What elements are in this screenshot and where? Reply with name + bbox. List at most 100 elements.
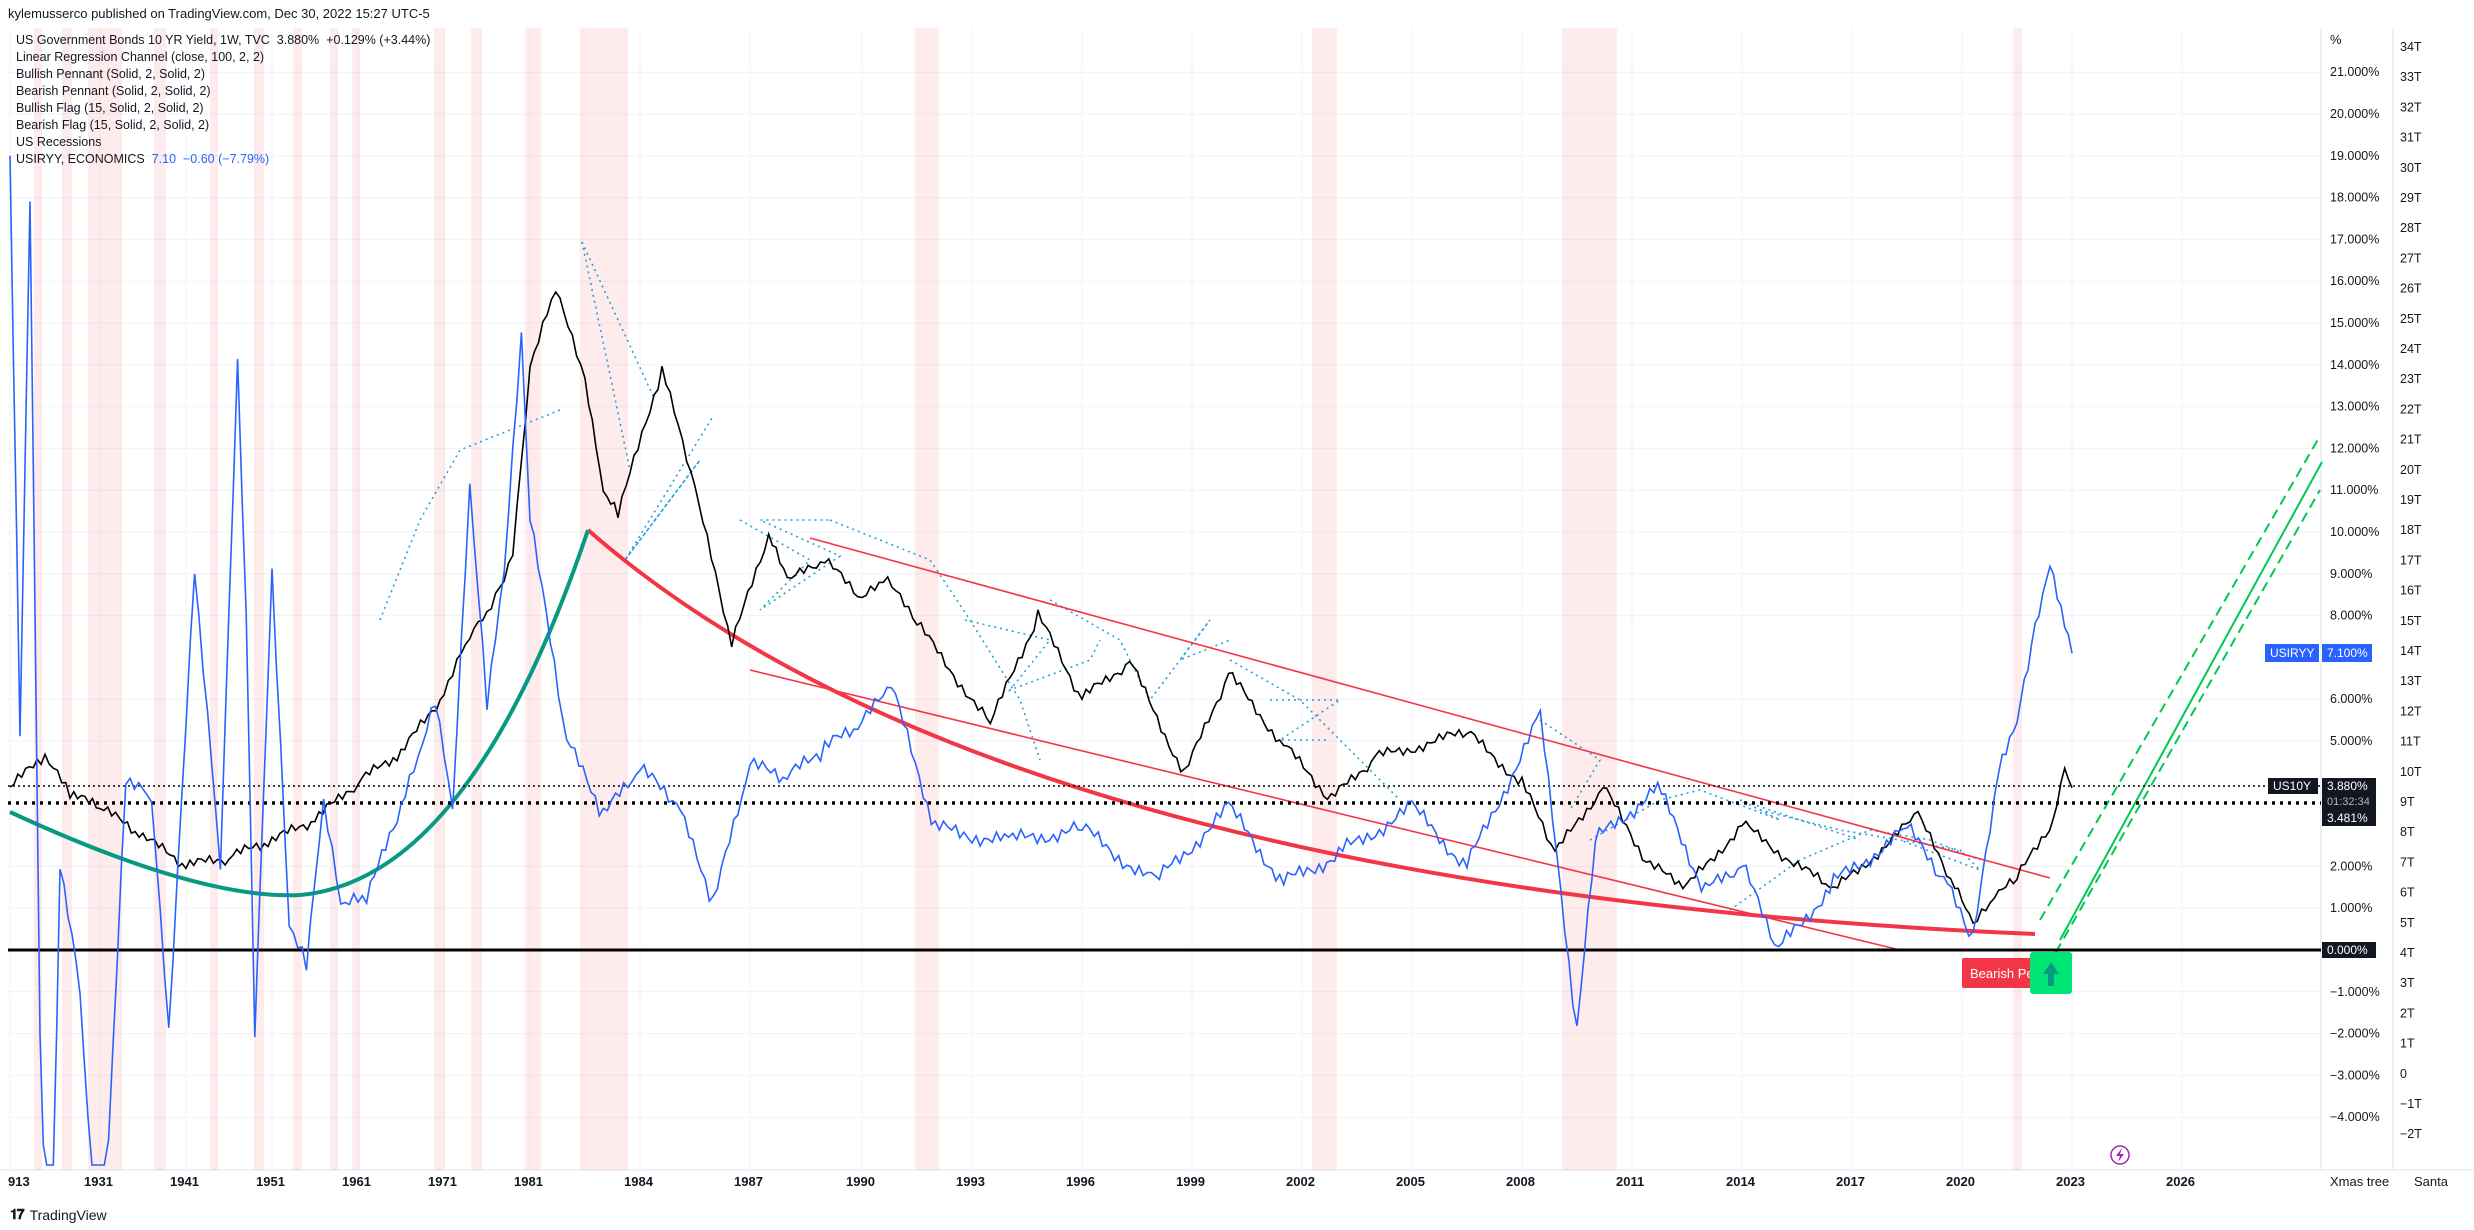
- secondary-axis-tick-label: 19T: [2400, 493, 2422, 507]
- price-axis-tick-label: −4.000%: [2330, 1110, 2380, 1124]
- usiryy-price-tag: USIRYY 7.100%: [2265, 644, 2372, 662]
- secondary-axis-tick-label: 14T: [2400, 644, 2422, 658]
- trend-channel: [749, 537, 2051, 951]
- secondary-axis-tick-label: −1T: [2400, 1097, 2422, 1111]
- price-axis-tick-label: −3.000%: [2330, 1068, 2380, 1082]
- bearish-flag-drawing: [581, 241, 656, 401]
- time-axis-tick-label: 2005: [1396, 1174, 1425, 1189]
- xmas-tree-label[interactable]: Xmas tree: [2330, 1174, 2389, 1189]
- secondary-axis-tick-label: 11T: [2400, 735, 2421, 749]
- secondary-axis-tick-label: 5T: [2400, 916, 2415, 930]
- recession-band: [330, 28, 338, 1170]
- secondary-axis-tick-label: 10T: [2400, 765, 2422, 779]
- us10y-tag-value: 3.880%: [2327, 779, 2368, 793]
- legend-indicator[interactable]: Bullish Flag (15, Solid, 2, Solid, 2): [16, 101, 204, 115]
- bullish-arrow-badge[interactable]: [2030, 952, 2072, 994]
- time-axis-tick-label: 1931: [84, 1174, 113, 1189]
- time-axis-tick-label: 1993: [956, 1174, 985, 1189]
- price-axis-tick-label: 15.000%: [2330, 316, 2379, 330]
- recession-bands: [34, 28, 2022, 1170]
- price-axis-tick-label: 9.000%: [2330, 567, 2372, 581]
- dotted-level-tag: 3.481%: [2322, 810, 2376, 826]
- bearish-pennant-drawing: [1539, 719, 1602, 811]
- bullish-pennant-drawing: [624, 417, 713, 561]
- time-axis-tick-label: 2026: [2166, 1174, 2195, 1189]
- price-axis-tick-label: 8.000%: [2330, 609, 2372, 623]
- projection-upper: [2039, 435, 2321, 921]
- bearish-pennant-drawing: [964, 619, 1101, 692]
- recession-band: [2013, 28, 2022, 1170]
- zero-level-tag: 0.000%: [2322, 942, 2376, 958]
- green-cup-curve: [9, 529, 590, 898]
- usiryy-tag-value: 7.100%: [2327, 646, 2368, 660]
- bullish-flag-drawing: [1729, 829, 1981, 911]
- legend-indicator[interactable]: Bullish Pennant (Solid, 2, Solid, 2): [16, 67, 205, 81]
- recession-band: [352, 28, 360, 1170]
- recession-band: [434, 28, 445, 1170]
- time-axis-tick-label: 1987: [734, 1174, 763, 1189]
- time-axis[interactable]: 913 1931 1941 1951 1961 1971 1981 1984 1987 1990 1…: [8, 1174, 2195, 1189]
- price-axis-tick-label: 16.000%: [2330, 274, 2379, 288]
- secondary-axis-tick-label: 2T: [2400, 1006, 2415, 1020]
- legend-indicator[interactable]: Linear Regression Channel (close, 100, 2…: [16, 50, 265, 64]
- price-axis-tick-label: 14.000%: [2330, 358, 2379, 372]
- secondary-axis-tick-label: 15T: [2400, 614, 2422, 628]
- secondary-axis-tick-label: 16T: [2400, 584, 2422, 598]
- secondary-axis-tick-label: 4T: [2400, 946, 2415, 960]
- recession-band: [254, 28, 264, 1170]
- price-axis-tick-label: 18.000%: [2330, 191, 2379, 205]
- legend-indicator[interactable]: Bearish Pennant (Solid, 2, Solid, 2): [16, 84, 211, 98]
- secondary-axis-tick-label: 24T: [2400, 342, 2422, 356]
- tradingview-brand[interactable]: 𝟏𝟕 TradingView: [10, 1206, 107, 1223]
- projection-lower: [2039, 489, 2321, 981]
- time-axis-tick-label: 913: [8, 1174, 30, 1189]
- time-axis-tick-label: 1951: [256, 1174, 285, 1189]
- secondary-axis-tick-label: 7T: [2400, 855, 2415, 869]
- legend-indicator[interactable]: Bearish Flag (15, Solid, 2, Solid, 2): [16, 118, 210, 132]
- time-axis-tick-label: 1971: [428, 1174, 457, 1189]
- price-axis-tick-label: −1.000%: [2330, 985, 2380, 999]
- chart-legend: US Government Bonds 10 YR Yield, 1W, TVC…: [16, 32, 430, 168]
- time-axis-tick-label: 1941: [170, 1174, 199, 1189]
- secondary-axis-tick-label: 31T: [2400, 131, 2422, 145]
- series-line-usiryy: [9, 155, 2073, 1166]
- secondary-axis-tick-label: 21T: [2400, 433, 2422, 447]
- red-curve-support: [586, 528, 2036, 936]
- time-axis-tick-label: 2014: [1726, 1174, 1756, 1189]
- recession-band: [293, 28, 302, 1170]
- secondary-axis[interactable]: 34T 33T 32T 31T 30T 29T 28T 27T 26T 25T 24T 23T 22T 2…: [2400, 40, 2422, 1141]
- recession-band: [34, 28, 42, 1170]
- bearish-pennant-drawing: [739, 519, 842, 611]
- legend-main-change: +0.129% (+3.44%): [326, 33, 431, 47]
- time-axis-tick-label: 1984: [624, 1174, 654, 1189]
- svg-text:Bearish Pe: Bearish Pe: [1970, 966, 2034, 981]
- recession-band: [580, 28, 628, 1170]
- recession-band: [62, 28, 72, 1170]
- lightning-icon[interactable]: [2110, 1145, 2130, 1165]
- santa-label[interactable]: Santa: [2414, 1174, 2449, 1189]
- recession-band: [1312, 28, 1337, 1170]
- time-axis-tick-label: 2020: [1946, 1174, 1975, 1189]
- secondary-axis-tick-label: 32T: [2400, 100, 2422, 114]
- secondary-axis-tick-label: 12T: [2400, 704, 2422, 718]
- price-axis[interactable]: 21.000% 20.000% 19.000% 18.000% 17.000% 16.00…: [2330, 65, 2380, 1124]
- legend-main-symbol[interactable]: US Government Bonds 10 YR Yield, 1W, TVC…: [16, 32, 430, 49]
- bearish-pennant-drawing: [1759, 809, 1981, 871]
- projection-mid: [2059, 461, 2323, 941]
- secondary-axis-tick-label: 1T: [2400, 1037, 2415, 1051]
- us10y-tag-label: US10Y: [2273, 779, 2311, 793]
- time-axis-tick-label: 2023: [2056, 1174, 2085, 1189]
- secondary-axis-tick-label: 20T: [2400, 463, 2422, 477]
- time-axis-tick-label: 1961: [342, 1174, 371, 1189]
- legend-compare-symbol[interactable]: USIRYY, ECONOMICS 7.10 −0.60 (−7.79%): [16, 151, 430, 168]
- us10y-price-tag: US10Y 3.880% 01:32:34: [2268, 778, 2376, 810]
- trend-line-upper: [809, 537, 2051, 879]
- secondary-axis-tick-label: 22T: [2400, 402, 2422, 416]
- legend-indicator[interactable]: US Recessions: [16, 135, 102, 149]
- time-axis-tick-label: 2017: [1836, 1174, 1865, 1189]
- price-axis-tick-label: 17.000%: [2330, 232, 2379, 246]
- tradingview-wordmark: TradingView: [29, 1206, 107, 1223]
- time-axis-tick-label: 1996: [1066, 1174, 1095, 1189]
- price-axis-tick-label: 19.000%: [2330, 149, 2379, 163]
